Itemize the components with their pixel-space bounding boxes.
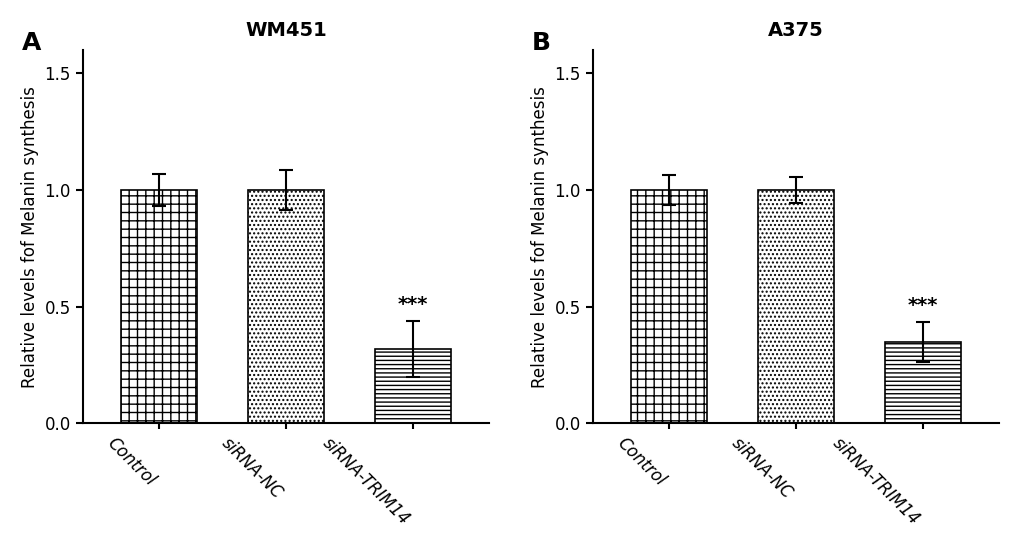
- Bar: [248, 190, 324, 423]
- Y-axis label: Relative levels fof Melanin synthesis: Relative levels fof Melanin synthesis: [20, 86, 39, 388]
- Bar: [120, 190, 197, 423]
- Text: ***: ***: [397, 295, 428, 313]
- Y-axis label: Relative levels fof Melanin synthesis: Relative levels fof Melanin synthesis: [530, 86, 548, 388]
- Bar: [374, 349, 450, 423]
- Bar: [630, 190, 706, 423]
- Title: WM451: WM451: [245, 21, 326, 40]
- Bar: [883, 341, 960, 423]
- Text: B: B: [531, 31, 550, 55]
- Bar: [757, 190, 834, 423]
- Title: A375: A375: [767, 21, 823, 40]
- Text: A: A: [21, 31, 41, 55]
- Text: ***: ***: [907, 296, 937, 315]
